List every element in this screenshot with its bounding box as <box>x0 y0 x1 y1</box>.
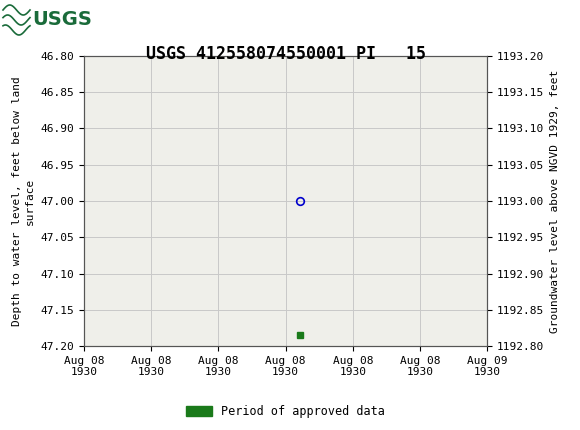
Text: USGS 412558074550001 PI   15: USGS 412558074550001 PI 15 <box>146 45 426 63</box>
Y-axis label: Depth to water level, feet below land
surface: Depth to water level, feet below land su… <box>12 76 35 326</box>
Y-axis label: Groundwater level above NGVD 1929, feet: Groundwater level above NGVD 1929, feet <box>550 69 560 333</box>
Text: USGS: USGS <box>32 10 92 30</box>
Legend: Period of approved data: Period of approved data <box>182 400 390 423</box>
Bar <box>2 2 58 38</box>
